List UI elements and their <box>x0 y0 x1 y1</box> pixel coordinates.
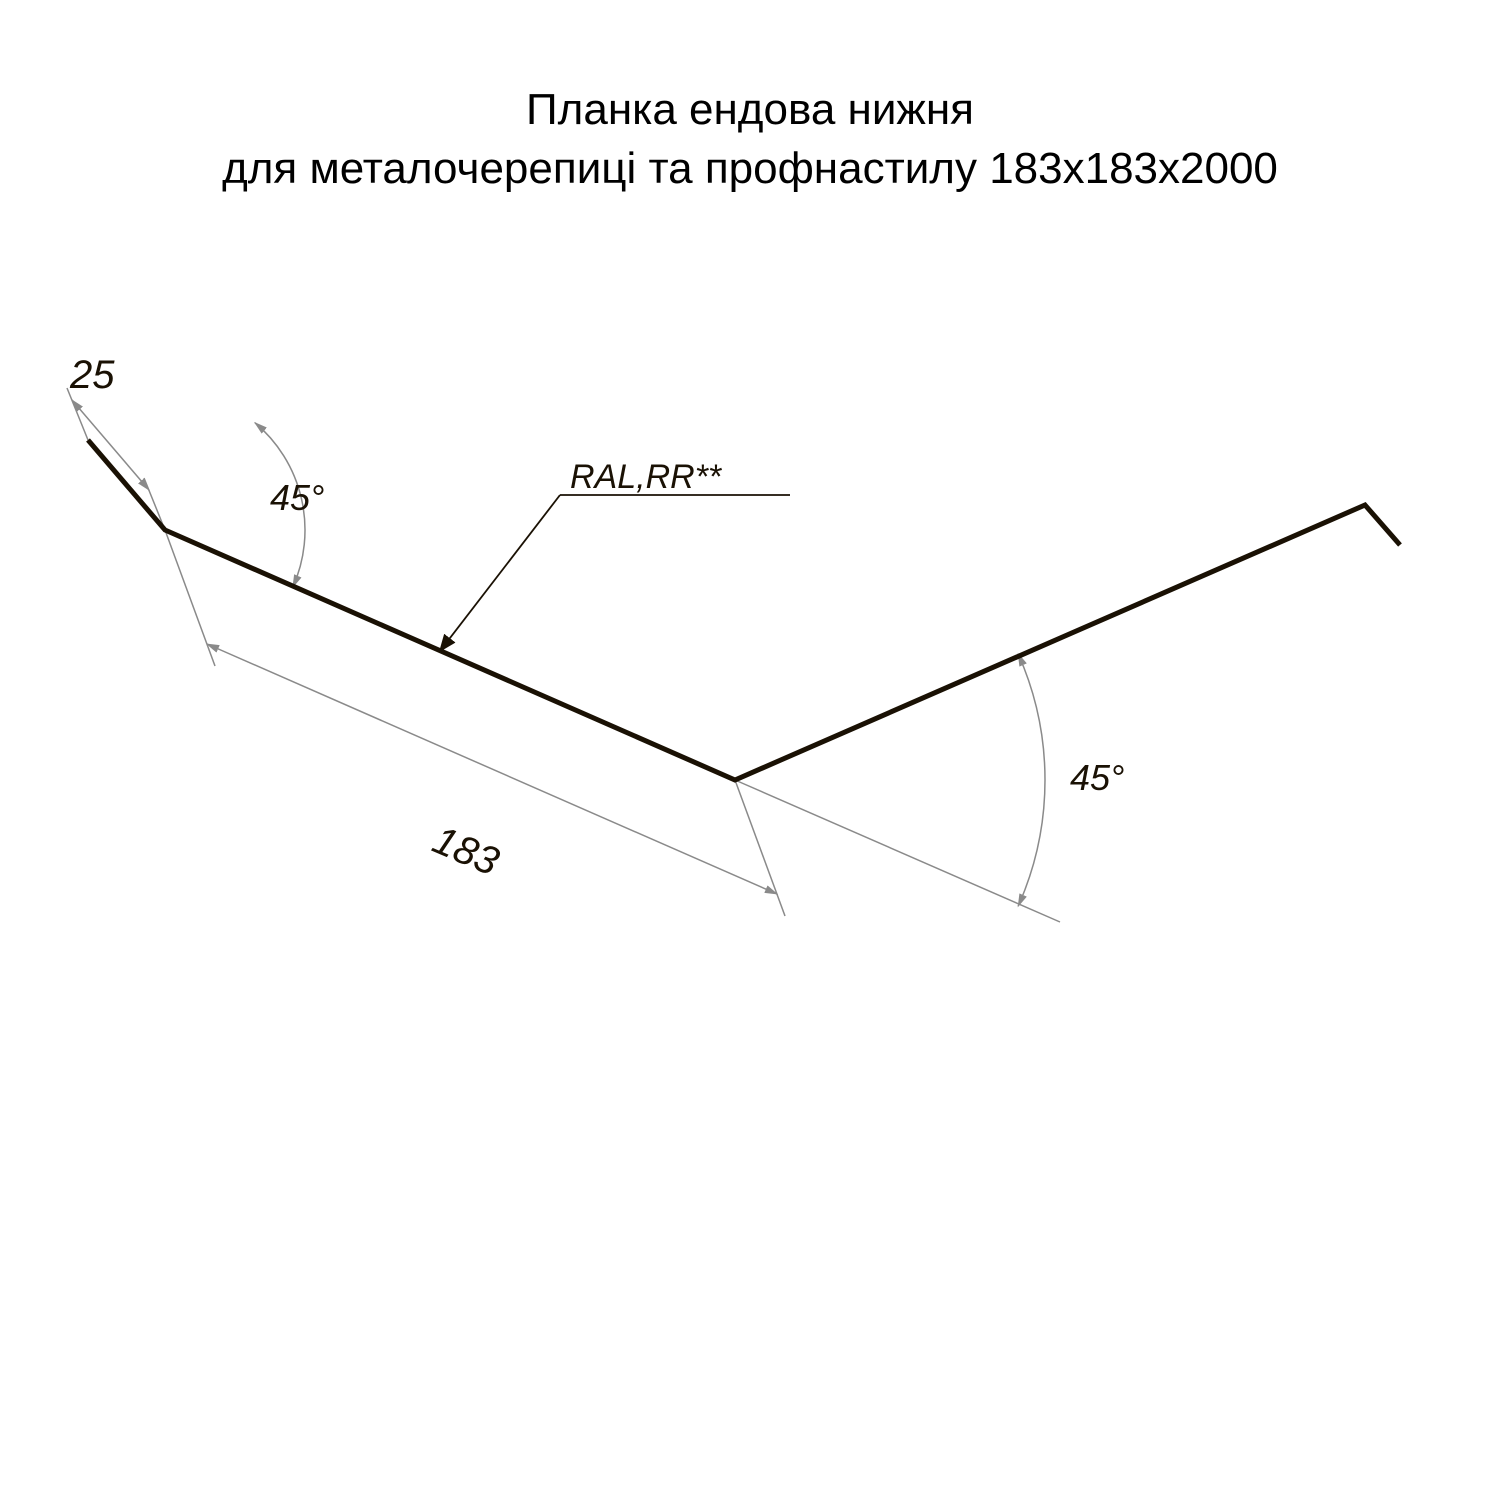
angle-arc-right <box>1018 654 1045 906</box>
profile-diagram: 25 183 45° 45° RAL,RR** <box>0 0 1500 1500</box>
ral-leader-line <box>440 495 560 651</box>
text-layer: 25 183 45° 45° RAL,RR** <box>69 353 1124 884</box>
ral-label: RAL,RR** <box>570 458 723 496</box>
angle-left-label: 45° <box>270 477 324 518</box>
dimension-layer <box>67 388 1060 922</box>
dim-183-label: 183 <box>426 818 505 885</box>
angle-right-label: 45° <box>1070 757 1124 798</box>
dim-25-label: 25 <box>69 353 115 397</box>
